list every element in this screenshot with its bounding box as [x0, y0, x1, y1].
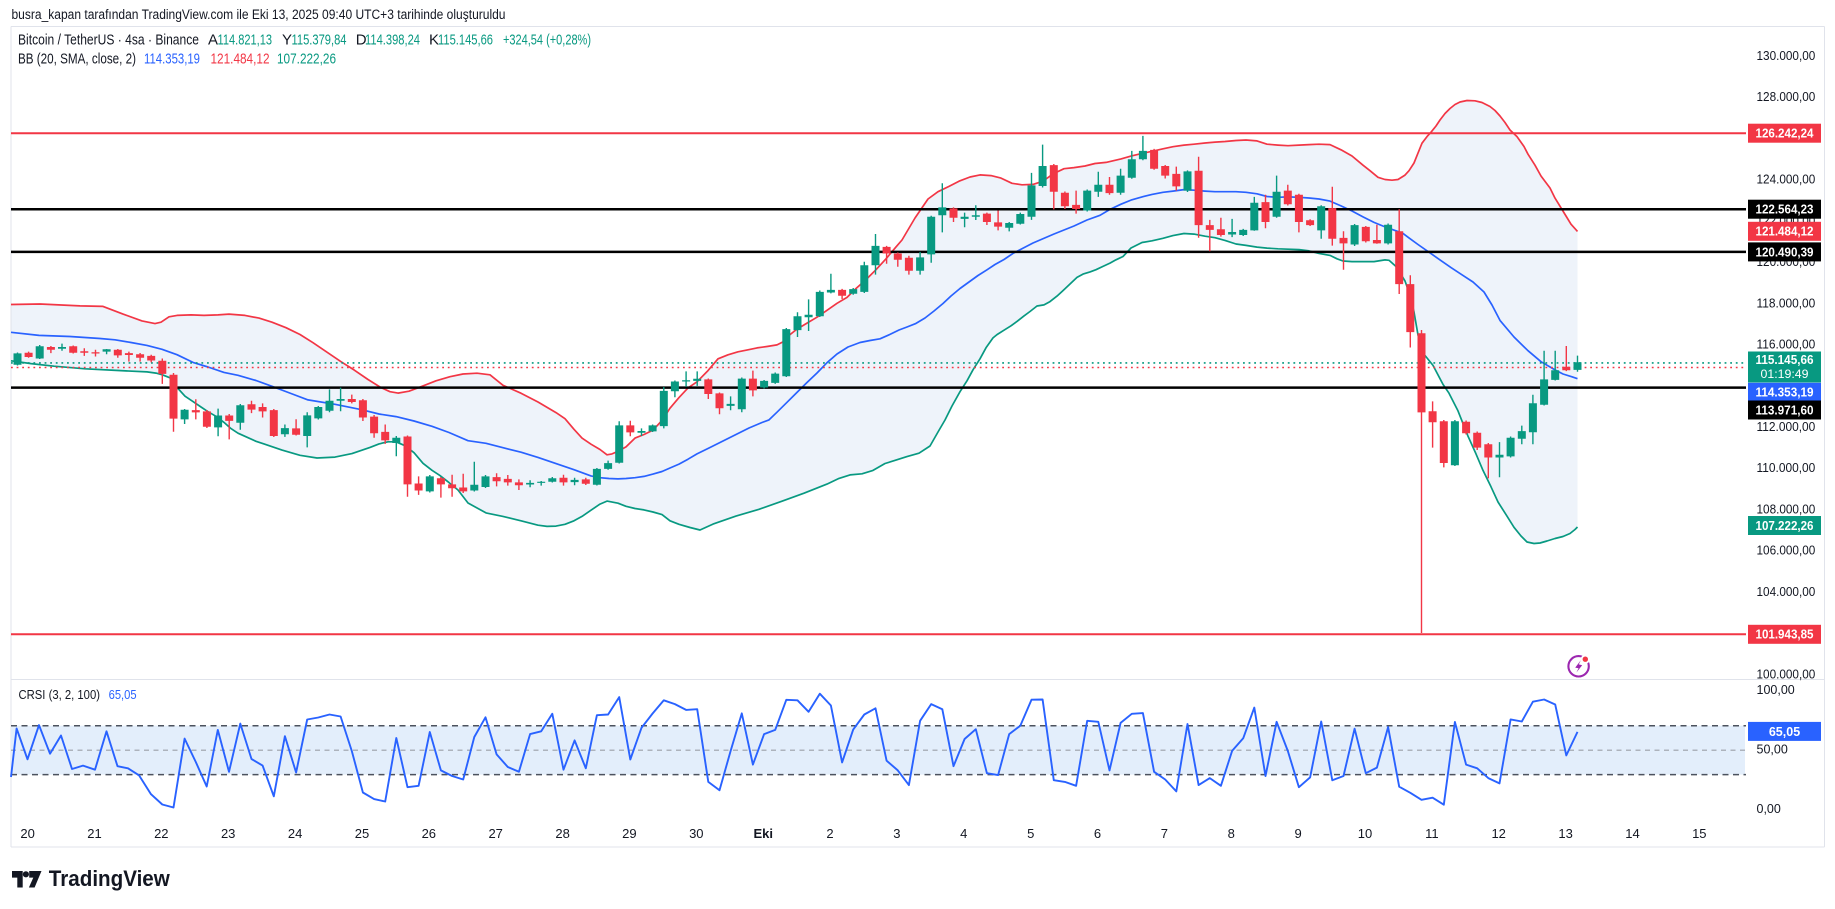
svg-text:126.242,24: 126.242,24	[1756, 127, 1814, 141]
svg-text:108.000,00: 108.000,00	[1757, 503, 1816, 517]
svg-text:116.000,00: 116.000,00	[1757, 338, 1816, 352]
svg-text:+324,54 (+0,28%): +324,54 (+0,28%)	[503, 32, 591, 49]
svg-text:25: 25	[355, 826, 369, 841]
svg-text:107.222,26: 107.222,26	[277, 51, 336, 68]
svg-text:118.000,00: 118.000,00	[1757, 296, 1816, 310]
svg-text:115.145,66: 115.145,66	[1756, 353, 1814, 367]
svg-text:10: 10	[1358, 826, 1372, 841]
svg-text:TradingView: TradingView	[49, 866, 171, 891]
svg-text:Eki: Eki	[753, 826, 773, 841]
svg-text:106.000,00: 106.000,00	[1757, 544, 1816, 558]
svg-text:A: A	[208, 32, 218, 49]
svg-text:100.000,00: 100.000,00	[1757, 667, 1816, 681]
svg-text:5: 5	[1027, 826, 1034, 841]
svg-text:busra_kapan tarafından Trading: busra_kapan tarafından TradingView.com i…	[12, 7, 506, 22]
svg-text:114.398,24: 114.398,24	[365, 32, 420, 49]
svg-text:22: 22	[154, 826, 168, 841]
svg-text:128.000,00: 128.000,00	[1757, 90, 1816, 104]
svg-text:21: 21	[87, 826, 101, 841]
svg-text:15: 15	[1692, 826, 1706, 841]
svg-text:65,05: 65,05	[109, 688, 137, 702]
svg-text:13: 13	[1558, 826, 1572, 841]
svg-text:12: 12	[1491, 826, 1505, 841]
svg-text:65,05: 65,05	[1769, 725, 1800, 739]
svg-text:D: D	[356, 32, 367, 49]
svg-text:50,00: 50,00	[1757, 743, 1788, 757]
svg-text:130.000,00: 130.000,00	[1757, 49, 1816, 63]
svg-text:2: 2	[826, 826, 833, 841]
svg-text:110.000,00: 110.000,00	[1757, 461, 1816, 475]
svg-text:11: 11	[1425, 826, 1439, 841]
svg-text:115.145,66: 115.145,66	[438, 32, 493, 49]
svg-text:24: 24	[288, 826, 302, 841]
svg-text:114.821,13: 114.821,13	[218, 32, 273, 49]
svg-text:122.564,23: 122.564,23	[1756, 203, 1814, 217]
svg-text:3: 3	[893, 826, 900, 841]
svg-text:115.379,84: 115.379,84	[292, 32, 347, 49]
svg-text:101.943,85: 101.943,85	[1756, 628, 1814, 642]
svg-text:104.000,00: 104.000,00	[1757, 585, 1816, 599]
svg-text:121.484,12: 121.484,12	[1756, 225, 1814, 239]
svg-text:14: 14	[1625, 826, 1639, 841]
svg-text:4: 4	[960, 826, 967, 841]
svg-text:28: 28	[555, 826, 569, 841]
svg-text:114.353,19: 114.353,19	[144, 51, 200, 68]
svg-text:K: K	[429, 32, 439, 49]
svg-text:124.000,00: 124.000,00	[1757, 173, 1816, 187]
svg-text:8: 8	[1228, 826, 1235, 841]
svg-text:113.971,60: 113.971,60	[1756, 403, 1814, 417]
svg-text:114.353,19: 114.353,19	[1756, 386, 1814, 400]
svg-text:27: 27	[488, 826, 502, 841]
svg-text:Y: Y	[282, 32, 292, 49]
svg-text:9: 9	[1294, 826, 1301, 841]
svg-text:23: 23	[221, 826, 235, 841]
svg-text:100,00: 100,00	[1757, 683, 1795, 697]
svg-text:30: 30	[689, 826, 703, 841]
svg-text:Bitcoin / TetherUS · 4sa · Bin: Bitcoin / TetherUS · 4sa · Binance	[18, 32, 199, 49]
svg-text:107.222,26: 107.222,26	[1756, 519, 1814, 533]
svg-text:120.490,39: 120.490,39	[1756, 245, 1814, 259]
svg-text:26: 26	[422, 826, 436, 841]
svg-text:CRSI (3, 2, 100): CRSI (3, 2, 100)	[19, 688, 101, 702]
svg-text:121.484,12: 121.484,12	[211, 51, 270, 68]
svg-text:7: 7	[1161, 826, 1168, 841]
svg-text:BB (20, SMA, close, 2): BB (20, SMA, close, 2)	[18, 51, 136, 68]
svg-text:01:19:49: 01:19:49	[1761, 367, 1809, 381]
svg-text:6: 6	[1094, 826, 1101, 841]
svg-text:20: 20	[20, 826, 34, 841]
svg-text:29: 29	[622, 826, 636, 841]
svg-text:0,00: 0,00	[1757, 802, 1781, 816]
svg-text:112.000,00: 112.000,00	[1757, 420, 1816, 434]
